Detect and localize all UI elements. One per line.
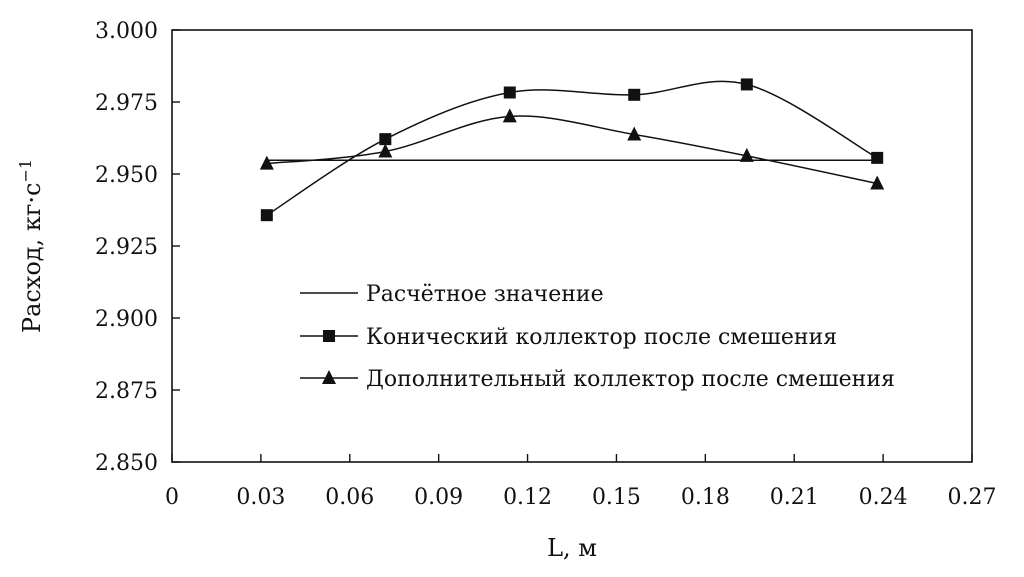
y-tick-label: 2.875 [95,379,158,404]
y-axis-title-superscript: −1 [16,159,35,183]
legend: Расчётное значение Конический коллектор п… [300,282,895,392]
y-tick-label: 2.850 [95,451,158,476]
x-tick-label: 0.03 [236,485,285,510]
y-tick-label: 2.975 [95,91,158,116]
y-axis-title: Расход, кг·с−1 [16,159,46,333]
x-tick-label: 0.27 [948,485,997,510]
legend-marker [323,330,335,342]
data-point-series-2 [503,86,516,99]
data-point-series-2 [740,78,753,91]
plot-area-frame [171,29,973,463]
legend-label: Расчётное значение [366,282,604,307]
data-point-series-2 [379,133,392,146]
x-tick-label: 0.24 [859,485,908,510]
data-point-series-3 [502,108,517,123]
legend-marker [322,370,336,384]
data-point-series-2 [260,209,273,222]
series-line-3 [266,115,878,185]
series-layer [259,78,885,222]
series-line-2 [266,80,878,216]
y-tick-label: 2.900 [95,307,158,332]
x-tick-label: 0.18 [681,485,730,510]
x-tick-label: 0.06 [325,485,374,510]
y-axis-ticks: 3.000 2.975 2.950 2.925 2.900 2.875 2.850 [95,19,180,476]
legend-label: Дополнительный коллектор после смешения [366,367,895,392]
x-tick-label: 0.12 [503,485,552,510]
x-tick-label: 0.15 [592,485,641,510]
y-axis-title-main: Расход, кг·с [18,183,46,334]
data-point-series-3 [739,147,754,162]
legend-label: Конический коллектор после смешения [366,325,837,350]
data-point-series-3 [259,155,274,170]
data-point-series-3 [378,143,393,158]
x-tick-label: 0.09 [414,485,463,510]
data-point-series-3 [870,175,885,190]
x-tick-label: 0.21 [770,485,819,510]
data-point-series-3 [627,126,642,141]
x-axis-title: L, м [547,534,597,562]
y-tick-label: 2.925 [95,235,158,260]
data-point-series-2 [871,151,884,164]
y-tick-label: 3.000 [95,19,158,44]
data-point-series-2 [628,88,641,101]
x-axis-ticks: 0 0.03 0.06 0.09 0.12 0.15 0.18 0.21 0.24 0.27 [165,454,996,510]
y-tick-label: 2.950 [95,163,158,188]
x-tick-label: 0 [165,485,179,510]
